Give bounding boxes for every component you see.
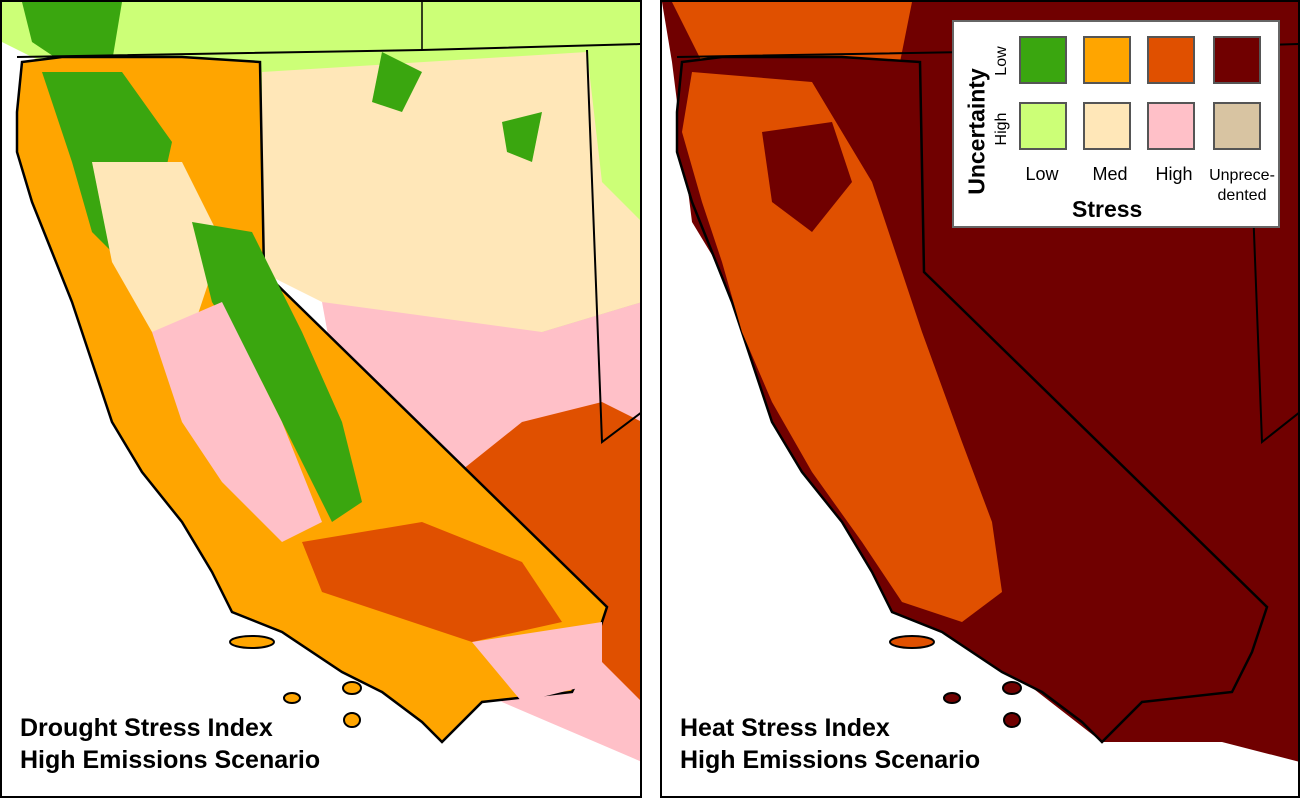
legend-stress-axis-label: Stress <box>1072 196 1143 222</box>
legend-col-low-label: Low <box>1025 164 1059 184</box>
drought-stress-map <box>2 2 640 796</box>
heat-map-title: Heat Stress Index <box>680 714 890 742</box>
stress-uncertainty-legend: Uncertainty Low High Low Med High Unprec… <box>952 20 1280 228</box>
legend-col-med-label: Med <box>1092 164 1128 184</box>
legend-swatch-low-uncertainty-med-stress <box>1083 36 1131 84</box>
legend-row-high-label: High <box>993 112 1010 146</box>
legend-col-unprecedented-label: Unprece- dented <box>1209 167 1275 204</box>
high-uncertainty-med-stress-region <box>262 52 640 332</box>
drought-map-caption: Drought Stress Index High Emissions Scen… <box>20 712 320 776</box>
heat-map-caption: Heat Stress Index High Emissions Scenari… <box>680 712 980 776</box>
heat-map-scenario: High Emissions Scenario <box>680 746 981 774</box>
high-uncertainty-med-stress-valley <box>92 162 222 332</box>
legend-swatch-low-uncertainty-low-stress <box>1019 36 1067 84</box>
legend-uncertainty-axis-label: Uncertainty <box>963 68 990 195</box>
low-uncertainty-high-stress-desert <box>302 522 562 642</box>
low-uncertainty-low-stress-sierra <box>192 222 362 522</box>
legend-swatch-high-uncertainty-unprecedented-stress <box>1213 102 1261 150</box>
low-uncertainty-low-stress-patch <box>372 52 422 112</box>
low-uncertainty-low-stress-patch <box>502 112 542 162</box>
low-uncertainty-low-stress-patch <box>22 2 122 62</box>
low-uncertainty-unprecedented-stress-patch <box>762 122 852 232</box>
legend-swatch-high-uncertainty-high-stress <box>1147 102 1195 150</box>
high-uncertainty-high-stress-central-valley <box>152 302 322 542</box>
legend-col-high-label: High <box>1155 164 1193 184</box>
drought-stress-map-panel: Drought Stress Index High Emissions Scen… <box>0 0 642 798</box>
legend-swatch-high-uncertainty-med-stress <box>1083 102 1131 150</box>
legend-swatch-low-uncertainty-high-stress <box>1147 36 1195 84</box>
legend-swatch-low-uncertainty-unprecedented-stress <box>1213 36 1261 84</box>
legend-row-low-label: Low <box>993 46 1010 76</box>
legend-swatch-high-uncertainty-low-stress <box>1019 102 1067 150</box>
low-uncertainty-high-stress-california <box>682 72 1002 622</box>
high-uncertainty-high-stress-southeast <box>472 622 602 702</box>
drought-map-scenario: High Emissions Scenario <box>20 746 321 774</box>
drought-map-title: Drought Stress Index <box>20 714 273 742</box>
